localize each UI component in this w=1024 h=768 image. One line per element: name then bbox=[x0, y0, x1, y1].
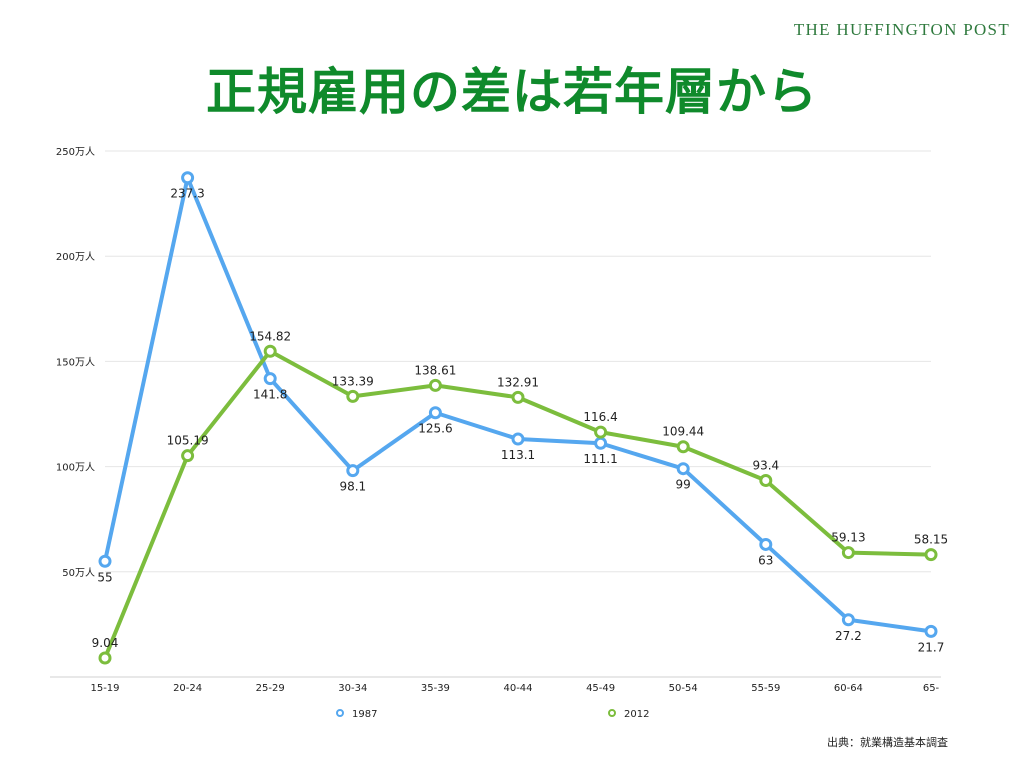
data-point-2012 bbox=[98, 651, 112, 665]
data-label-1987: 21.7 bbox=[918, 640, 945, 654]
data-point-1987 bbox=[181, 171, 195, 185]
x-tick-label: 35-39 bbox=[421, 683, 450, 694]
x-tick-label: 40-44 bbox=[503, 683, 532, 694]
x-tick-label: 45-49 bbox=[586, 683, 615, 694]
y-axis-ticks: 50万人 100万人 150万人 200万人 250万人 bbox=[56, 146, 95, 579]
legend-marker-2012 bbox=[608, 709, 616, 717]
page-title: 正規雇用の差は若年層から bbox=[206, 63, 818, 121]
data-label-2012: 116.4 bbox=[583, 410, 617, 424]
data-label-2012: 133.39 bbox=[332, 374, 374, 388]
data-point-2012 bbox=[346, 389, 360, 403]
legend-label-2012: 2012 bbox=[624, 709, 649, 720]
data-label-1987: 63 bbox=[758, 553, 773, 567]
data-point-1987 bbox=[841, 613, 855, 627]
data-label-1987: 141.8 bbox=[253, 388, 287, 402]
series-layer bbox=[98, 171, 938, 665]
data-label-1987: 27.2 bbox=[835, 629, 862, 643]
y-tick-label: 250万人 bbox=[56, 146, 95, 158]
data-point-2012 bbox=[924, 548, 938, 562]
x-tick-label: 55-59 bbox=[751, 683, 780, 694]
data-point-2012 bbox=[676, 440, 690, 454]
data-label-1987: 113.1 bbox=[501, 448, 535, 462]
data-label-2012: 9.04 bbox=[92, 636, 119, 650]
data-label-1987: 125.6 bbox=[418, 422, 452, 436]
data-label-1987: 99 bbox=[676, 478, 691, 492]
grid-lines bbox=[50, 150, 941, 678]
data-label-2012: 58.15 bbox=[914, 533, 948, 547]
x-tick-label: 60-64 bbox=[834, 683, 863, 694]
brand-logo-text: THE HUFFINGTON POST bbox=[793, 20, 1010, 39]
x-tick-label: 65- bbox=[923, 683, 940, 694]
data-point-1987 bbox=[676, 462, 690, 476]
data-point-1987 bbox=[511, 432, 525, 446]
data-point-2012 bbox=[263, 344, 277, 358]
x-tick-label: 50-54 bbox=[669, 683, 698, 694]
data-label-2012: 59.13 bbox=[831, 531, 865, 545]
legend-label-1987: 1987 bbox=[352, 709, 377, 720]
data-label-2012: 105.19 bbox=[167, 434, 209, 448]
data-label-1987: 111.1 bbox=[583, 452, 617, 466]
data-point-1987 bbox=[924, 624, 938, 638]
legend: 1987 2012 bbox=[336, 709, 649, 720]
data-label-2012: 138.61 bbox=[414, 363, 456, 377]
data-label-2012: 132.91 bbox=[497, 375, 539, 389]
legend-marker-1987 bbox=[336, 709, 344, 717]
data-point-2012 bbox=[841, 546, 855, 560]
x-tick-label: 30-34 bbox=[338, 683, 367, 694]
data-label-2012: 109.44 bbox=[662, 425, 704, 439]
x-tick-label: 20-24 bbox=[173, 683, 202, 694]
data-label-2012: 93.4 bbox=[752, 458, 779, 472]
x-axis-ticks: 15-19 20-24 25-29 30-34 35-39 40-44 45-49 50-54… bbox=[90, 683, 939, 694]
data-point-1987 bbox=[759, 537, 773, 551]
data-point-1987 bbox=[428, 406, 442, 420]
y-tick-label: 200万人 bbox=[56, 251, 95, 263]
y-tick-label: 50万人 bbox=[62, 567, 95, 579]
data-point-2012 bbox=[759, 473, 773, 487]
x-tick-label: 15-19 bbox=[90, 683, 119, 694]
data-label-1987: 98.1 bbox=[339, 480, 366, 494]
data-point-1987 bbox=[263, 372, 277, 386]
data-point-1987 bbox=[346, 464, 360, 478]
data-point-2012 bbox=[511, 390, 525, 404]
x-tick-label: 25-29 bbox=[256, 683, 285, 694]
data-label-1987: 55 bbox=[97, 570, 112, 584]
data-labels: 55 237.3 141.8 98.1 125.6 113.1 111.1 99 63 27.2 2… bbox=[92, 187, 949, 655]
data-point-1987 bbox=[98, 554, 112, 568]
y-tick-label: 150万人 bbox=[56, 356, 95, 368]
source-note: 出典：就業構造基本調査 bbox=[827, 736, 948, 749]
data-label-2012: 154.82 bbox=[249, 329, 291, 343]
data-point-2012 bbox=[428, 378, 442, 392]
data-point-1987 bbox=[594, 436, 608, 450]
data-label-1987: 237.3 bbox=[170, 187, 204, 201]
data-point-2012 bbox=[181, 449, 195, 463]
data-point-2012 bbox=[594, 425, 608, 439]
y-tick-label: 100万人 bbox=[56, 462, 95, 474]
